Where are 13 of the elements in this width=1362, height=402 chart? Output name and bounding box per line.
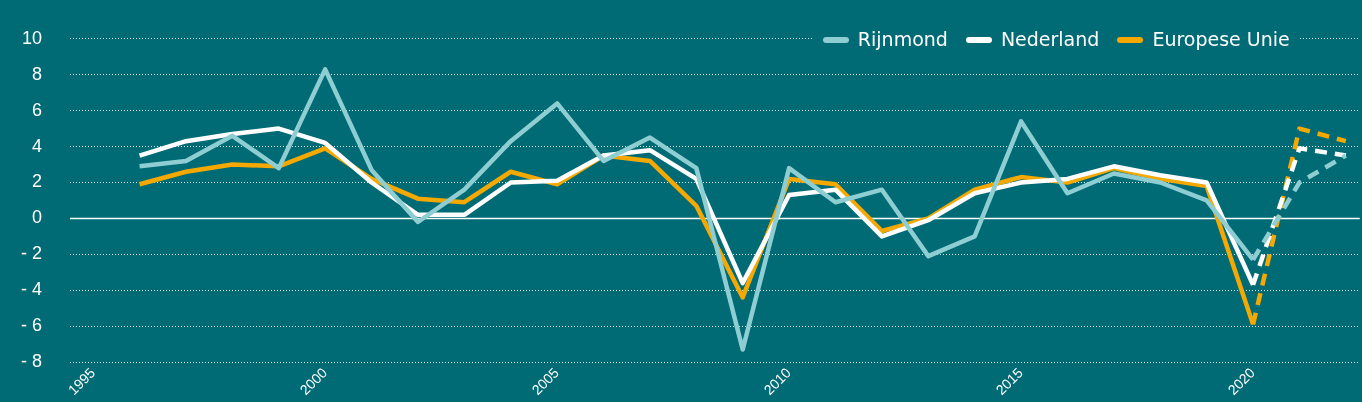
y-tick-label: 10 [21, 27, 42, 48]
legend-label: Europese Unie [1152, 27, 1290, 50]
y-tick-label: - 6 [20, 315, 42, 336]
y-tick-label: - 4 [20, 279, 42, 300]
y-tick-label: - 8 [20, 351, 42, 372]
y-tick-label: 0 [31, 207, 42, 228]
y-tick-label: 8 [31, 63, 42, 84]
y-tick-label: - 2 [20, 243, 42, 264]
y-tick-label: 6 [31, 99, 42, 120]
y-tick-label: 2 [31, 171, 42, 192]
legend-label: Rijnmond [857, 27, 948, 50]
y-tick-label: 4 [31, 135, 42, 156]
legend-label: Nederland [1000, 27, 1100, 50]
